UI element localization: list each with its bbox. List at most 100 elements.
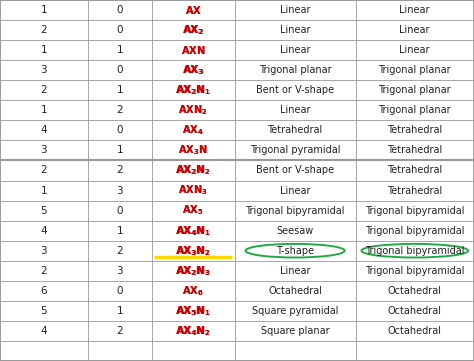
Text: 0: 0 (117, 205, 123, 216)
Text: Square pyramidal: Square pyramidal (252, 306, 338, 316)
Text: $\bf{AX_4N_2}$: $\bf{AX_4N_2}$ (176, 324, 210, 338)
Text: Octahedral: Octahedral (388, 326, 442, 336)
Text: $\mathbf{AX_{6}}$: $\mathbf{AX_{6}}$ (182, 284, 204, 298)
Text: 1: 1 (41, 5, 47, 15)
Text: Tetrahedral: Tetrahedral (387, 186, 442, 196)
Text: 0: 0 (117, 65, 123, 75)
Text: $\bf{AX_2}$: $\bf{AX_2}$ (182, 23, 204, 37)
Text: $\bf{AX_3N}$: $\bf{AX_3N}$ (178, 144, 208, 157)
Text: Octahedral: Octahedral (388, 306, 442, 316)
Text: Tetrahedral: Tetrahedral (267, 125, 323, 135)
Text: 0: 0 (117, 125, 123, 135)
Text: 2: 2 (117, 326, 123, 336)
Text: 3: 3 (117, 186, 123, 196)
Text: $\mathbf{AXN_{3}}$: $\mathbf{AXN_{3}}$ (178, 184, 208, 197)
Text: Trigonal bipyramidal: Trigonal bipyramidal (365, 226, 465, 236)
Text: Linear: Linear (280, 5, 310, 15)
Text: Trigonal planar: Trigonal planar (259, 65, 331, 75)
Text: $\mathbf{AXN}$: $\mathbf{AXN}$ (181, 44, 206, 56)
Text: $\bf{AX_3}$: $\bf{AX_3}$ (182, 63, 204, 77)
Text: Trigonal bipyramidal: Trigonal bipyramidal (246, 205, 345, 216)
Text: $\bf{AX_5N_1}$: $\bf{AX_5N_1}$ (176, 304, 210, 318)
Text: 1: 1 (41, 45, 47, 55)
Text: Trigonal bipyramidal: Trigonal bipyramidal (365, 266, 465, 276)
Text: $\bf{AXN_2}$: $\bf{AXN_2}$ (179, 103, 208, 117)
Text: 0: 0 (117, 286, 123, 296)
Text: 1: 1 (117, 45, 123, 55)
Text: $\bf{AX_4N_1}$: $\bf{AX_4N_1}$ (176, 224, 210, 238)
Text: Bent or V-shape: Bent or V-shape (256, 85, 334, 95)
Text: 3: 3 (41, 246, 47, 256)
Text: Linear: Linear (280, 266, 310, 276)
Text: $\mathbf{AX_{5}N_{1}}$: $\mathbf{AX_{5}N_{1}}$ (175, 304, 211, 318)
Text: 1: 1 (117, 145, 123, 156)
Text: 2: 2 (117, 246, 123, 256)
Text: $\mathbf{AX_{2}}$: $\mathbf{AX_{2}}$ (182, 23, 204, 37)
Text: 1: 1 (117, 226, 123, 236)
Text: $\mathbf{AX_{4}N_{1}}$: $\mathbf{AX_{4}N_{1}}$ (175, 224, 211, 238)
Text: 2: 2 (117, 105, 123, 115)
Text: Trigonal pyramidal: Trigonal pyramidal (250, 145, 340, 156)
Text: 3: 3 (41, 145, 47, 156)
Text: 2: 2 (41, 266, 47, 276)
Ellipse shape (361, 244, 468, 257)
Text: 2: 2 (41, 165, 47, 175)
Text: 4: 4 (41, 125, 47, 135)
Text: Trigonal bipyramidal: Trigonal bipyramidal (365, 246, 465, 256)
Text: 3: 3 (41, 65, 47, 75)
Text: $\mathbf{AX_{4}}$: $\mathbf{AX_{4}}$ (182, 123, 204, 137)
Text: 5: 5 (41, 306, 47, 316)
Text: $\mathbf{AX_{2}N_{1}}$: $\mathbf{AX_{2}N_{1}}$ (175, 83, 211, 97)
Text: Octahedral: Octahedral (268, 286, 322, 296)
Text: $\mathbf{AX_{5}}$: $\mathbf{AX_{5}}$ (182, 204, 204, 217)
Text: $\bf{AX_2N_1}$: $\bf{AX_2N_1}$ (176, 83, 210, 97)
Text: $\bf{AX_2N_2}$: $\bf{AX_2N_2}$ (176, 164, 210, 177)
Text: $\bf{AX_5}$: $\bf{AX_5}$ (182, 204, 204, 217)
Text: Tetrahedral: Tetrahedral (387, 125, 442, 135)
Text: $\mathbf{AX_{3}}$: $\mathbf{AX_{3}}$ (182, 63, 204, 77)
Text: Octahedral: Octahedral (388, 286, 442, 296)
Text: Tetrahedral: Tetrahedral (387, 165, 442, 175)
Text: 1: 1 (117, 306, 123, 316)
Text: Linear: Linear (400, 45, 430, 55)
Text: 1: 1 (41, 186, 47, 196)
Text: Tetrahedral: Tetrahedral (387, 145, 442, 156)
Text: 1: 1 (117, 85, 123, 95)
Text: $\mathbf{AX_{3}N}$: $\mathbf{AX_{3}N}$ (178, 144, 208, 157)
Text: Linear: Linear (400, 25, 430, 35)
Text: $\bf{AX_3N_2}$: $\bf{AX_3N_2}$ (176, 244, 210, 258)
Text: $\mathbf{AX_{2}N_{2}}$: $\mathbf{AX_{2}N_{2}}$ (175, 164, 211, 177)
Text: $\mathbf{AX}$: $\mathbf{AX}$ (184, 4, 202, 16)
Text: Bent or V-shape: Bent or V-shape (256, 165, 334, 175)
Text: Linear: Linear (280, 105, 310, 115)
Text: Linear: Linear (280, 186, 310, 196)
Text: $\mathbf{AX_{3}N_{2}}$: $\mathbf{AX_{3}N_{2}}$ (175, 244, 211, 258)
Text: Linear: Linear (400, 5, 430, 15)
Text: 0: 0 (117, 5, 123, 15)
Text: $\bf{AX}$: $\bf{AX}$ (185, 4, 201, 16)
Text: Seesaw: Seesaw (276, 226, 314, 236)
Text: $\bf{AX_2N_3}$: $\bf{AX_2N_3}$ (176, 264, 210, 278)
Text: $\bf{AX_4}$: $\bf{AX_4}$ (182, 123, 204, 137)
Text: $\mathbf{AX_{2}N_{3}}$: $\mathbf{AX_{2}N_{3}}$ (175, 264, 211, 278)
Text: $\bf{AX_6}$: $\bf{AX_6}$ (182, 284, 204, 298)
Text: T-shape: T-shape (276, 246, 314, 256)
Text: 4: 4 (41, 226, 47, 236)
Text: 2: 2 (41, 85, 47, 95)
Text: Linear: Linear (280, 25, 310, 35)
Text: $\bf{AXN}$: $\bf{AXN}$ (181, 44, 205, 56)
Text: $\mathbf{AX_{4}N_{2}}$: $\mathbf{AX_{4}N_{2}}$ (175, 324, 211, 338)
Text: Linear: Linear (280, 45, 310, 55)
Text: 2: 2 (117, 165, 123, 175)
Text: Trigonal planar: Trigonal planar (378, 85, 451, 95)
Text: $\mathbf{AXN_{2}}$: $\mathbf{AXN_{2}}$ (178, 103, 208, 117)
Text: 1: 1 (41, 105, 47, 115)
Text: 6: 6 (41, 286, 47, 296)
Text: Square planar: Square planar (261, 326, 329, 336)
Text: 5: 5 (41, 205, 47, 216)
Ellipse shape (246, 244, 345, 257)
Text: Trigonal planar: Trigonal planar (378, 65, 451, 75)
Text: 3: 3 (117, 266, 123, 276)
Text: 4: 4 (41, 326, 47, 336)
Text: Trigonal planar: Trigonal planar (378, 105, 451, 115)
